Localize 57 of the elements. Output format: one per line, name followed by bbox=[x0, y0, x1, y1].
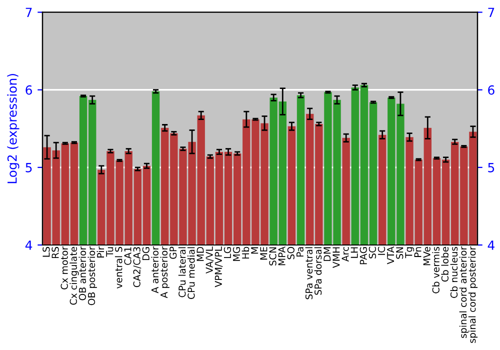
x-tick-label: Arc bbox=[342, 246, 349, 262]
x-tick-label: OB anterior bbox=[78, 246, 86, 300]
x-tick-label: CPu medial bbox=[187, 247, 195, 300]
x-tick-label: Pa bbox=[296, 247, 304, 257]
x-tick-label: CA2/CA3 bbox=[133, 247, 142, 288]
x-tick-label: SPa dorsal bbox=[314, 247, 322, 295]
x-tick-label: spinal cord posterior bbox=[468, 246, 478, 343]
y2-tick-label: 7 bbox=[488, 8, 494, 17]
x-tick-label: RS bbox=[52, 246, 59, 258]
x-tick-label: Cx motor bbox=[60, 246, 68, 290]
x-tick-label: MPA bbox=[278, 246, 286, 266]
y-tick-label: 5 bbox=[26, 163, 32, 172]
x-tick-label: PAG bbox=[360, 247, 367, 264]
x-tick-label: Pn bbox=[414, 247, 422, 257]
x-tick-label: Tg bbox=[405, 247, 414, 258]
x-tick-label: Cb lobe bbox=[441, 246, 449, 282]
x-tick-label: SN bbox=[396, 247, 404, 259]
y-tick-label: 7 bbox=[26, 8, 32, 17]
x-tick-label: CPu lateral bbox=[178, 247, 186, 298]
x-tick-label: M bbox=[251, 247, 258, 254]
x-tick-label: VTA bbox=[387, 246, 394, 264]
x-tick-label: SO bbox=[287, 246, 294, 260]
x-tick-label: VA/VL bbox=[206, 246, 214, 274]
y2-tick-label: 5 bbox=[488, 163, 494, 172]
x-tick-label: CA1 bbox=[124, 247, 132, 265]
y-tick-label: 6 bbox=[26, 85, 32, 95]
x-tick-label: ME bbox=[260, 246, 268, 260]
x-tick-label: LH bbox=[350, 247, 358, 258]
x-tick-label: spinal cord anterior bbox=[459, 246, 468, 338]
x-tick-label: A anterior bbox=[151, 246, 159, 294]
x-tick-label: MD bbox=[196, 246, 204, 261]
y-tick-label: 4 bbox=[25, 240, 32, 250]
x-tick-label: IC bbox=[378, 246, 386, 255]
x-tick-label: VPM/VPL bbox=[214, 246, 223, 288]
x-tick-label: Cb vermis bbox=[432, 246, 440, 294]
x-tick-label: DG bbox=[142, 247, 150, 260]
y-axis-title: Log2 (expression) bbox=[7, 74, 20, 184]
y2-tick-label: 6 bbox=[488, 85, 494, 95]
x-tick-label: MVe bbox=[423, 246, 430, 266]
x-tick-label: ventral S bbox=[114, 246, 122, 288]
x-tick-label: OB posterior bbox=[88, 246, 97, 306]
y2-tick-label: 4 bbox=[488, 240, 494, 250]
x-tick-label: SC bbox=[368, 246, 376, 258]
x-tick-label: Cx cingulate bbox=[70, 246, 79, 305]
x-tick-label: VMH bbox=[332, 247, 340, 268]
x-tick-label: Tu bbox=[106, 247, 114, 257]
x-tick-label: DM bbox=[324, 247, 331, 261]
x-tick-label: MG bbox=[232, 247, 240, 261]
x-tick-label: Hb bbox=[242, 246, 250, 259]
x-tick-label: GP bbox=[170, 246, 177, 259]
x-tick-label: SCN bbox=[269, 247, 276, 266]
x-tick-label: Pir bbox=[96, 246, 104, 258]
x-tick-label: Cb nucleus bbox=[450, 246, 458, 298]
x-tick-label: LS bbox=[42, 246, 50, 257]
x-tick-label: SPa ventral bbox=[305, 247, 313, 300]
x-tick-label: LG bbox=[224, 247, 232, 258]
x-tick-label: A posterior bbox=[160, 246, 170, 298]
